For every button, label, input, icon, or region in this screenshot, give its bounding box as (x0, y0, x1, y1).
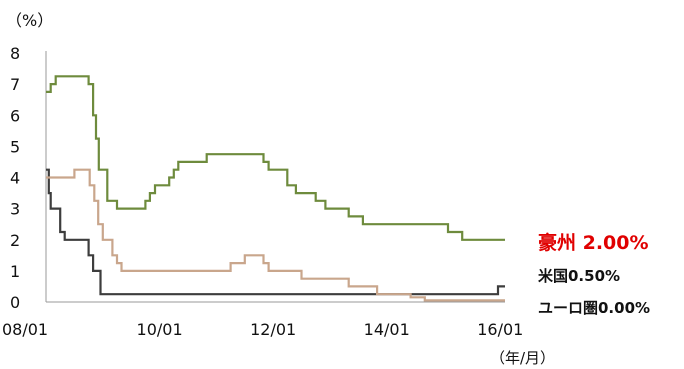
series-line-eu (46, 168, 505, 302)
y-tick-label: 4 (10, 169, 20, 188)
y-tick-label: 5 (10, 137, 20, 156)
y-tick-label: 8 (10, 44, 20, 63)
x-tick-label: 14/01 (364, 320, 410, 339)
legend-eurozone: ユーロ圏0.00% (538, 299, 651, 317)
y-tick-label: 0 (10, 293, 20, 312)
y-tick-label: 6 (10, 106, 20, 125)
y-tick-label: 1 (10, 262, 20, 281)
chart-axes (45, 51, 505, 303)
x-tick-label: 12/01 (250, 320, 296, 339)
x-tick-label: 10/01 (137, 320, 183, 339)
x-tick-label: 16/01 (477, 320, 523, 339)
legend-united-states: 米国0.50% (538, 267, 621, 285)
x-axis-unit-label: （年/月） (490, 349, 556, 367)
series-line-us (46, 168, 505, 296)
series-line-au (46, 75, 505, 241)
y-axis-unit-label: （%） (6, 11, 54, 30)
chart-series-lines (46, 75, 505, 302)
y-tick-label: 7 (10, 75, 20, 94)
y-tick-label: 2 (10, 231, 20, 250)
chart-ticks: 0 1 2 3 4 5 6 7 8 08/01 10/01 12/01 14/01 16/01 (2, 44, 523, 339)
y-tick-label: 3 (10, 200, 20, 219)
legend-australia: 豪州 2.00% (538, 232, 649, 254)
x-tick-label: 08/01 (2, 320, 48, 339)
